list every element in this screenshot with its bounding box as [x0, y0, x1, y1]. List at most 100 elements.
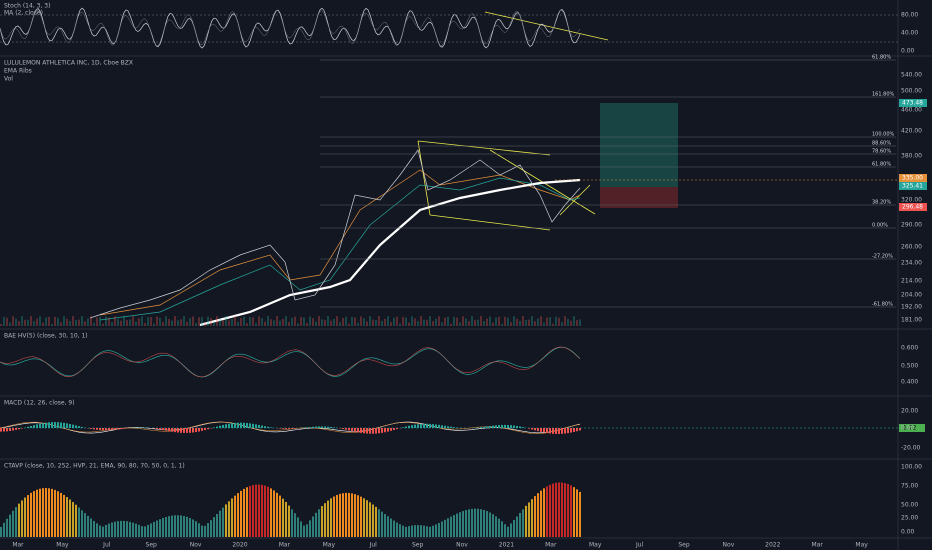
ctavp-bar [78, 507, 80, 537]
macd-bar [114, 428, 116, 430]
volume-bar [243, 316, 245, 326]
macd-bar [198, 428, 200, 432]
macd-bar [192, 428, 194, 433]
macd-bar [402, 427, 404, 428]
macd-bar [264, 426, 266, 428]
volume-bar [537, 318, 539, 326]
volume-bar [327, 316, 329, 326]
volume-bar [36, 318, 38, 326]
macd-bar [228, 423, 230, 428]
volume-bar [54, 316, 56, 326]
volume-bar [474, 319, 476, 326]
ctavp-bar [270, 488, 272, 537]
ctavp-bar [54, 489, 56, 537]
ctavp-bar [558, 482, 560, 537]
ctavp-bar [21, 500, 23, 537]
pane-title: Stoch (14, 3, 3) [4, 3, 50, 10]
axis-label: 290.00 [901, 222, 922, 229]
volume-bar [39, 316, 41, 326]
volume-bar [516, 318, 518, 326]
volume-bar [240, 318, 242, 326]
macd-bar [555, 428, 557, 434]
ctavp-bar [30, 492, 32, 537]
macd-bar [234, 422, 236, 428]
fib-label: -61.80% [872, 302, 893, 308]
volume-bar [99, 316, 101, 326]
macd-bar [483, 426, 485, 428]
ctavp-bar [396, 522, 398, 537]
axis-label: 380.00 [901, 153, 922, 160]
volume-bar [342, 317, 344, 326]
ctavp-bar [375, 506, 377, 537]
macd-bar [501, 424, 503, 428]
volume-bar [288, 321, 290, 326]
axis-label: 0.00 [901, 48, 915, 55]
ctavp-bar [495, 516, 497, 537]
ctavp-bar [186, 516, 188, 537]
volume-bar [120, 320, 122, 326]
macd-bar [189, 428, 191, 433]
volume-bar [438, 316, 440, 326]
volume-bar [519, 320, 521, 326]
ctavp-bar [69, 499, 71, 537]
macd-bar [570, 428, 572, 433]
volume-bar [15, 318, 17, 326]
volume-bar [372, 319, 374, 326]
macd-bar [3, 428, 5, 432]
volume-bar [468, 321, 470, 326]
volume-bar [210, 318, 212, 326]
volume-bar [27, 319, 29, 326]
volume-bar [273, 320, 275, 326]
macd-bar [387, 428, 389, 432]
volume-bar [402, 316, 404, 326]
macd-bar [504, 424, 506, 428]
ctavp-bar [105, 524, 107, 537]
macd-bar [324, 426, 326, 428]
macd-bar [180, 428, 182, 433]
macd-bar [195, 428, 197, 433]
macd-bar [108, 428, 110, 431]
volume-bar [447, 316, 449, 326]
volume-bar [3, 316, 5, 326]
axis-label: 500.00 [901, 88, 922, 95]
ctavp-bar [213, 517, 215, 537]
volume-bar [333, 318, 335, 326]
ctavp-bar [513, 520, 515, 537]
ctavp-bar [384, 514, 386, 537]
macd-bar [0, 428, 2, 432]
volume-bar [48, 316, 50, 326]
volume-bar [135, 321, 137, 326]
ctavp-bar [126, 521, 128, 537]
macd-bar [489, 426, 491, 428]
ctavp-bar [471, 508, 473, 537]
ctavp-bar [462, 511, 464, 537]
indicator-line [0, 7, 581, 49]
ctavp-bar [477, 508, 479, 537]
volume-bar [270, 319, 272, 326]
ctavp-bar [516, 516, 518, 537]
volume-bar [174, 316, 176, 326]
axis-label: 0.600 [901, 345, 918, 352]
ctavp-bar [570, 485, 572, 537]
macd-bar [552, 428, 554, 434]
ctavp-bar [393, 520, 395, 537]
volume-bar [57, 317, 59, 326]
trend-line [484, 11, 609, 41]
volume-bar [309, 316, 311, 326]
volume-bar [246, 323, 248, 326]
volume-bar [555, 316, 557, 326]
volume-bar [393, 317, 395, 326]
ctavp-bar [138, 524, 140, 537]
macd-bar [204, 428, 206, 431]
fib-label: 61.80% [872, 55, 891, 61]
ctavp-bar [114, 521, 116, 537]
macd-bar [384, 428, 386, 433]
macd-bar [246, 423, 248, 428]
macd-bar [102, 428, 104, 431]
volume-bar [510, 322, 512, 326]
axis-label: 234.00 [901, 260, 922, 267]
macd-bar [546, 428, 548, 434]
macd-bar [354, 428, 356, 432]
ctavp-bar [579, 491, 581, 537]
ctavp-bar [51, 488, 53, 537]
